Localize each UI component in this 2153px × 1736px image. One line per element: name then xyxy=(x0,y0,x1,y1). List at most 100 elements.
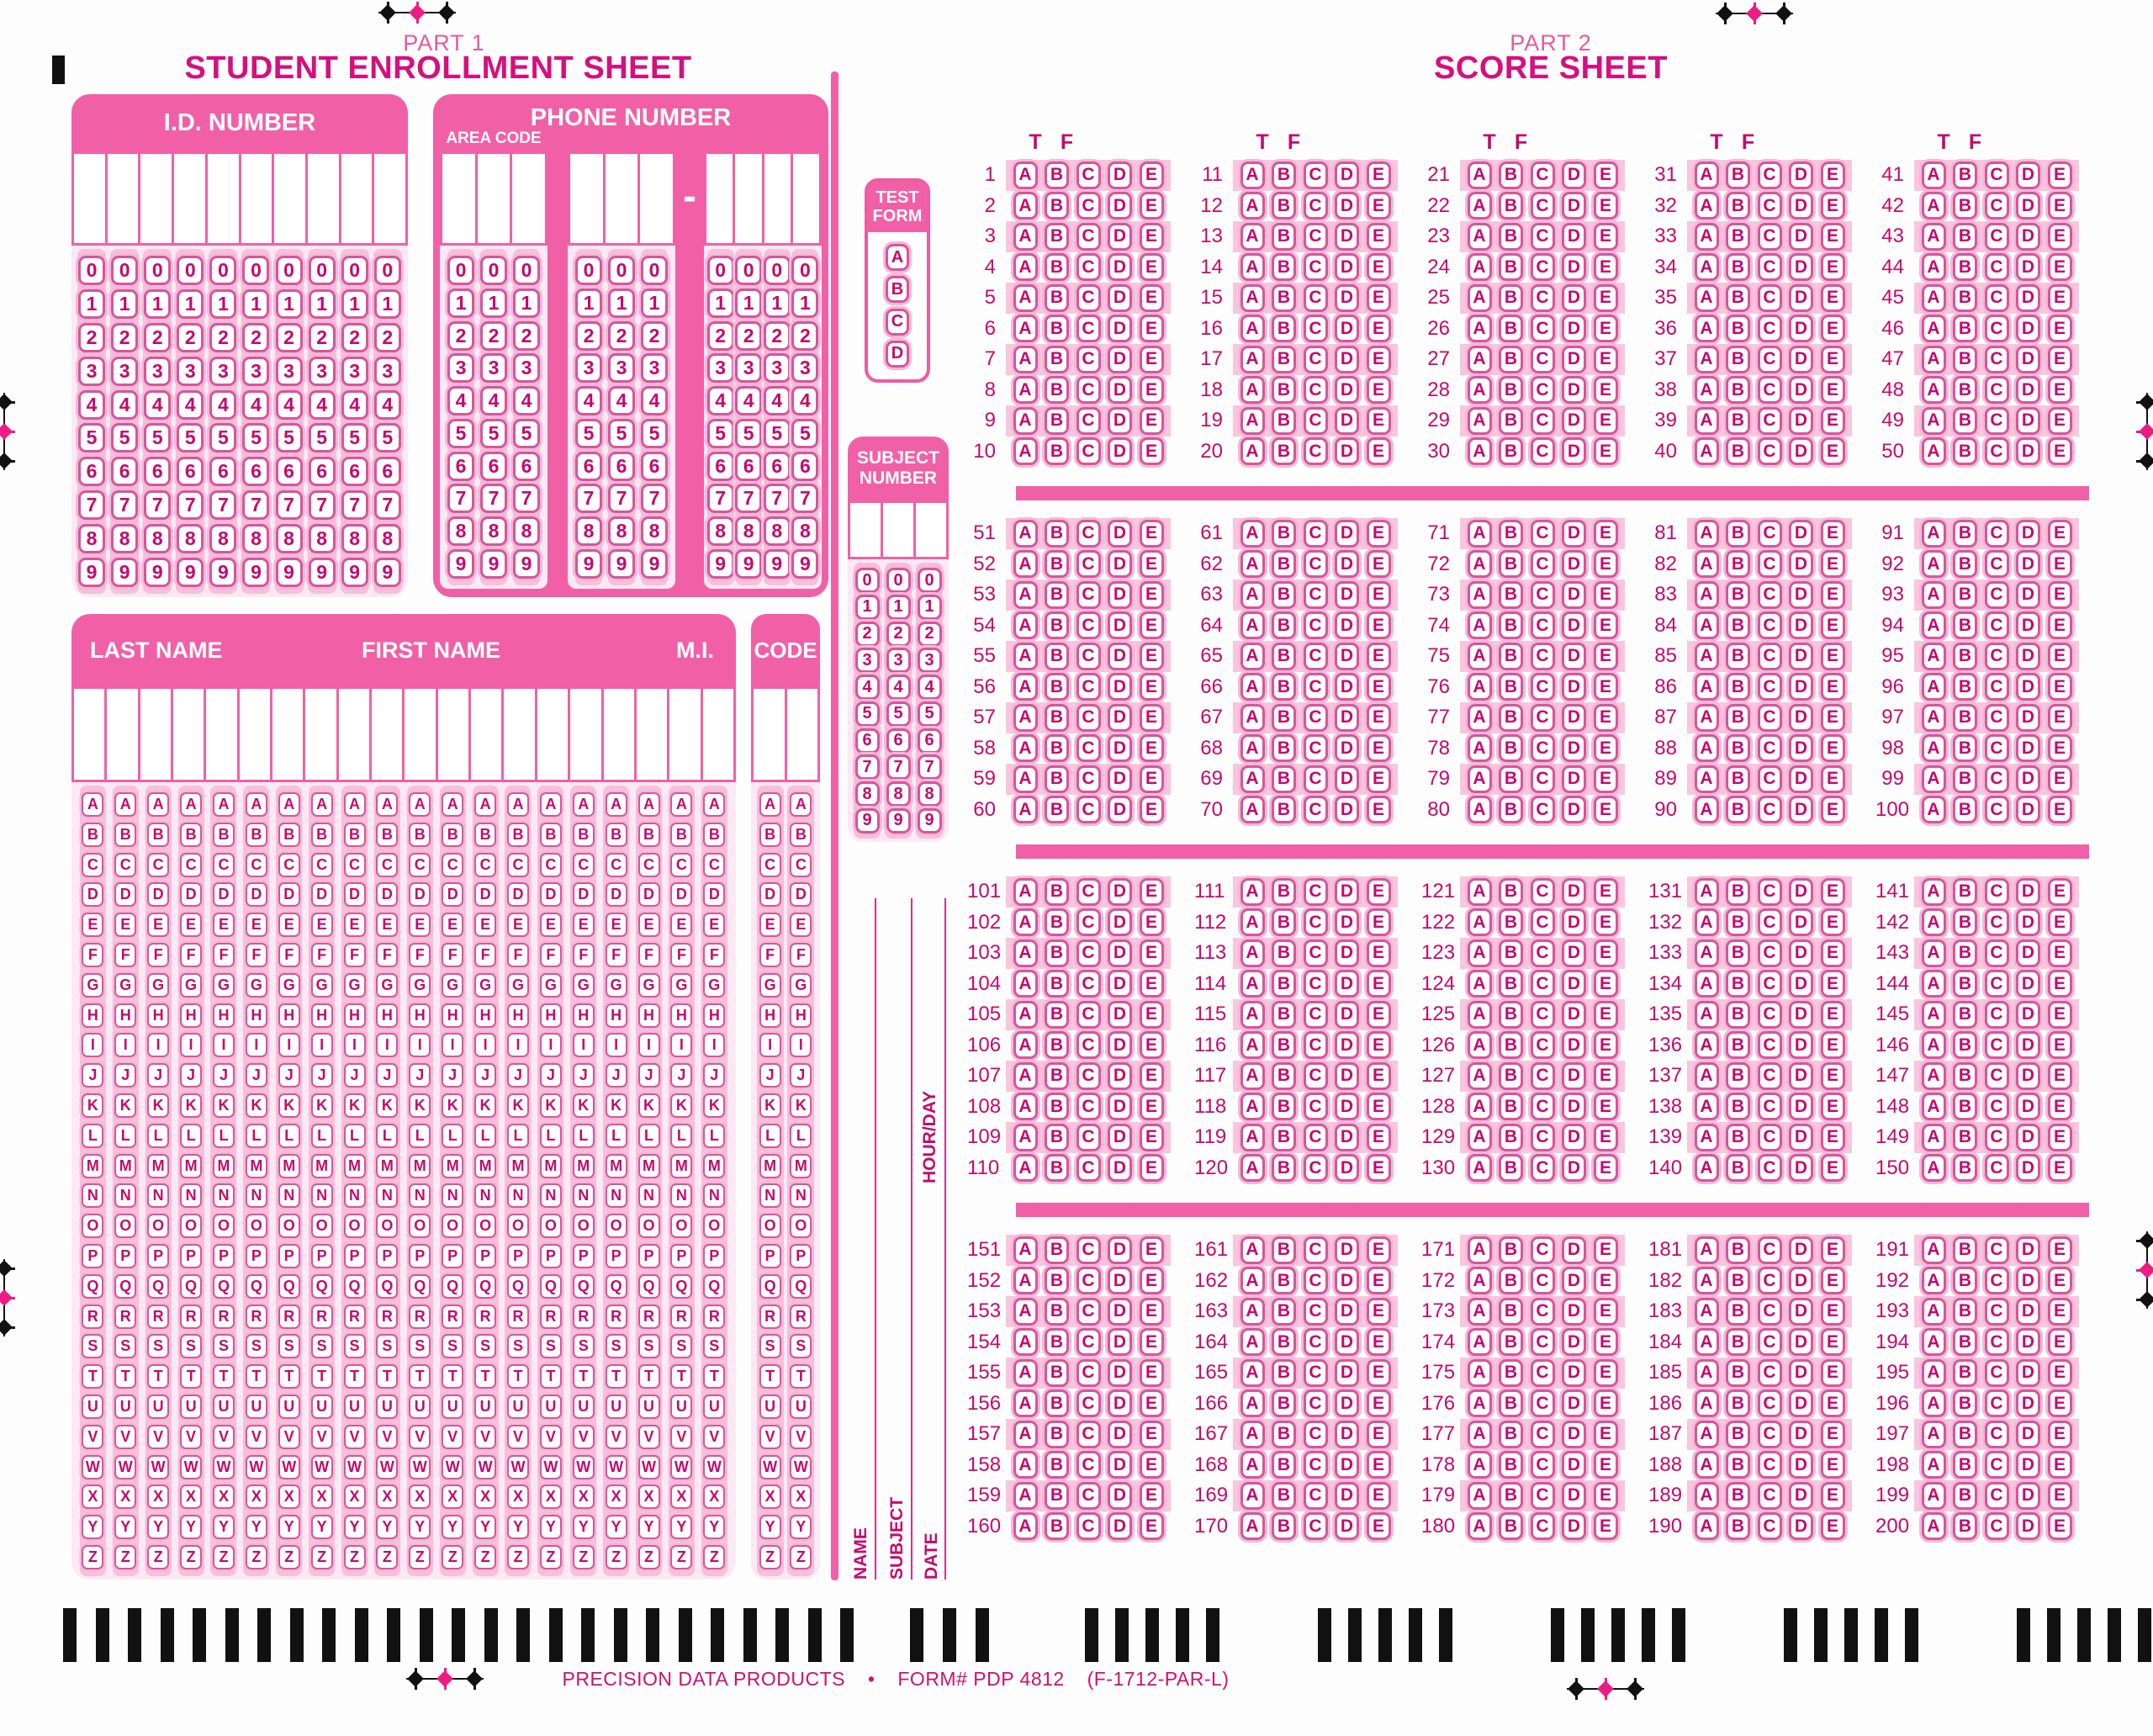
name-letter-bubble-c[interactable]: C xyxy=(703,852,726,877)
name-letter-bubble-e[interactable]: E xyxy=(637,913,660,938)
answer-bubble-a[interactable]: A xyxy=(1467,796,1492,824)
name-letter-bubble-d[interactable]: D xyxy=(180,882,203,908)
answer-bubble-d[interactable]: D xyxy=(1562,703,1586,732)
phone-digit-bubble-4[interactable]: 4 xyxy=(735,386,763,416)
subject-digit-bubble-6[interactable]: 6 xyxy=(854,728,880,754)
answer-bubble-c[interactable]: C xyxy=(1530,939,1555,967)
answer-bubble-c[interactable]: C xyxy=(1303,1512,1328,1541)
name-write-box[interactable] xyxy=(140,689,172,780)
code-letter-bubble-n[interactable]: N xyxy=(759,1183,781,1209)
answer-bubble-e[interactable]: E xyxy=(1139,519,1164,548)
id-digit-bubble-9[interactable]: 9 xyxy=(242,557,270,587)
answer-bubble-b[interactable]: B xyxy=(1953,406,1977,435)
code-letter-bubble-w[interactable]: W xyxy=(790,1454,812,1479)
answer-bubble-e[interactable]: E xyxy=(1139,908,1164,937)
name-letter-bubble-h[interactable]: H xyxy=(703,1003,726,1028)
phone-write-box[interactable] xyxy=(764,154,791,243)
answer-bubble-d[interactable]: D xyxy=(1789,877,1813,906)
name-letter-bubble-n[interactable]: N xyxy=(278,1183,300,1209)
answer-bubble-c[interactable]: C xyxy=(1303,970,1328,998)
answer-bubble-b[interactable]: B xyxy=(1045,253,1069,282)
name-letter-bubble-s[interactable]: S xyxy=(506,1334,529,1359)
answer-bubble-c[interactable]: C xyxy=(1757,550,1782,579)
answer-bubble-b[interactable]: B xyxy=(1499,580,1523,609)
name-letter-bubble-h[interactable]: H xyxy=(147,1003,170,1028)
phone-digit-bubble-6[interactable]: 6 xyxy=(706,451,734,481)
answer-bubble-d[interactable]: D xyxy=(1789,406,1813,435)
name-letter-bubble-e[interactable]: E xyxy=(703,913,726,938)
answer-bubble-b[interactable]: B xyxy=(1953,796,1977,824)
name-letter-bubble-t[interactable]: T xyxy=(637,1364,660,1389)
name-letter-bubble-e[interactable]: E xyxy=(572,913,595,938)
name-letter-bubble-x[interactable]: X xyxy=(572,1485,595,1510)
answer-bubble-e[interactable]: E xyxy=(1593,161,1618,189)
answer-bubble-b[interactable]: B xyxy=(1272,1031,1296,1060)
name-write-box[interactable] xyxy=(372,689,403,780)
answer-bubble-a[interactable]: A xyxy=(1013,376,1038,405)
answer-bubble-e[interactable]: E xyxy=(1820,1512,1845,1541)
answer-bubble-d[interactable]: D xyxy=(1335,1358,1359,1387)
answer-bubble-c[interactable]: C xyxy=(1984,406,2009,435)
answer-bubble-b[interactable]: B xyxy=(1726,611,1750,640)
answer-bubble-b[interactable]: B xyxy=(1953,1061,1977,1090)
name-letter-bubble-h[interactable]: H xyxy=(637,1003,660,1028)
id-digit-bubble-4[interactable]: 4 xyxy=(78,389,106,420)
answer-bubble-e[interactable]: E xyxy=(1593,939,1618,967)
name-letter-bubble-p[interactable]: P xyxy=(180,1243,203,1268)
name-letter-bubble-y[interactable]: Y xyxy=(278,1515,300,1540)
answer-bubble-d[interactable]: D xyxy=(1108,1358,1132,1387)
answer-bubble-d[interactable]: D xyxy=(2016,1420,2040,1448)
date-write-line[interactable] xyxy=(944,898,946,1580)
answer-bubble-c[interactable]: C xyxy=(1984,765,2009,793)
answer-bubble-c[interactable]: C xyxy=(1530,1236,1555,1264)
answer-bubble-a[interactable]: A xyxy=(1013,1389,1038,1418)
answer-bubble-a[interactable]: A xyxy=(1240,642,1265,670)
name-letter-bubble-q[interactable]: Q xyxy=(376,1273,399,1299)
name-letter-bubble-r[interactable]: R xyxy=(637,1304,660,1329)
name-letter-bubble-t[interactable]: T xyxy=(310,1364,333,1389)
answer-bubble-c[interactable]: C xyxy=(1530,1093,1555,1121)
name-letter-bubble-t[interactable]: T xyxy=(278,1364,300,1389)
subject-digit-bubble-8[interactable]: 8 xyxy=(886,781,911,807)
answer-bubble-b[interactable]: B xyxy=(1045,161,1069,189)
answer-bubble-c[interactable]: C xyxy=(1076,970,1101,998)
answer-bubble-d[interactable]: D xyxy=(2016,519,2040,548)
answer-bubble-a[interactable]: A xyxy=(1694,315,1719,343)
answer-bubble-c[interactable]: C xyxy=(1303,734,1328,763)
phone-write-box[interactable] xyxy=(735,154,762,243)
code-letter-bubble-y[interactable]: Y xyxy=(790,1515,812,1540)
answer-bubble-b[interactable]: B xyxy=(1953,1297,1977,1326)
answer-bubble-d[interactable]: D xyxy=(1789,1267,1813,1295)
phone-digit-bubble-8[interactable]: 8 xyxy=(480,516,507,547)
answer-bubble-e[interactable]: E xyxy=(2047,550,2072,579)
subject-digit-bubble-7[interactable]: 7 xyxy=(854,754,880,781)
answer-bubble-a[interactable]: A xyxy=(1013,1420,1038,1448)
answer-bubble-d[interactable]: D xyxy=(2016,734,2040,763)
name-letter-bubble-c[interactable]: C xyxy=(442,852,464,877)
name-letter-bubble-w[interactable]: W xyxy=(605,1454,627,1479)
name-letter-bubble-r[interactable]: R xyxy=(539,1304,562,1329)
answer-bubble-c[interactable]: C xyxy=(1530,580,1555,609)
phone-digit-bubble-8[interactable]: 8 xyxy=(447,516,474,547)
answer-bubble-c[interactable]: C xyxy=(1757,519,1782,548)
answer-bubble-c[interactable]: C xyxy=(1984,796,2009,824)
answer-bubble-d[interactable]: D xyxy=(1335,611,1359,640)
answer-bubble-d[interactable]: D xyxy=(1789,765,1813,793)
answer-bubble-e[interactable]: E xyxy=(1820,642,1845,670)
id-digit-bubble-0[interactable]: 0 xyxy=(242,256,270,285)
name-letter-bubble-k[interactable]: K xyxy=(114,1093,137,1118)
name-letter-bubble-g[interactable]: G xyxy=(212,972,235,998)
answer-bubble-e[interactable]: E xyxy=(1820,315,1845,343)
phone-digit-bubble-0[interactable]: 0 xyxy=(575,256,602,285)
answer-bubble-e[interactable]: E xyxy=(1593,642,1618,670)
name-letter-bubble-j[interactable]: J xyxy=(474,1063,497,1088)
answer-bubble-d[interactable]: D xyxy=(1789,908,1813,937)
answer-bubble-c[interactable]: C xyxy=(1984,1358,2009,1387)
answer-bubble-d[interactable]: D xyxy=(1335,939,1359,967)
answer-bubble-b[interactable]: B xyxy=(1953,1123,1977,1151)
name-letter-bubble-s[interactable]: S xyxy=(82,1334,104,1359)
answer-bubble-e[interactable]: E xyxy=(1820,796,1845,824)
name-letter-bubble-q[interactable]: Q xyxy=(82,1273,104,1299)
answer-bubble-c[interactable]: C xyxy=(1303,192,1328,220)
name-letter-bubble-o[interactable]: O xyxy=(670,1214,693,1239)
